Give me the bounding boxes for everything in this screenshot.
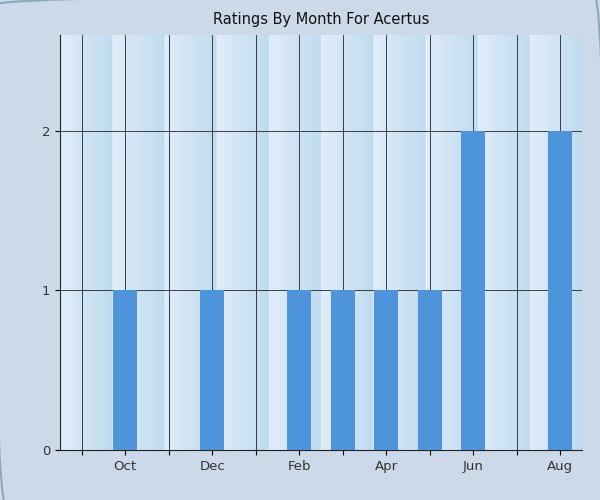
- Bar: [331, 290, 355, 450]
- Bar: [200, 290, 224, 450]
- Bar: [374, 290, 398, 450]
- Title: Ratings By Month For Acertus: Ratings By Month For Acertus: [213, 12, 429, 27]
- Bar: [418, 290, 442, 450]
- Bar: [113, 290, 137, 450]
- Bar: [548, 131, 572, 450]
- Bar: [287, 290, 311, 450]
- Bar: [461, 131, 485, 450]
